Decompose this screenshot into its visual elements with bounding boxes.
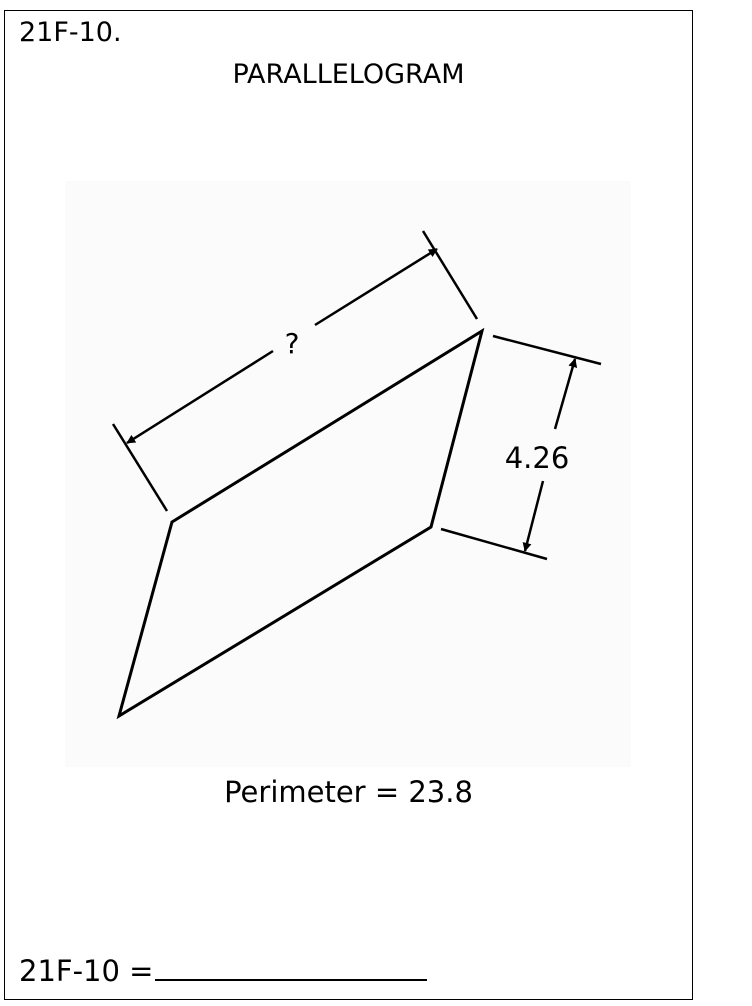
dimension-line-unknown-upper	[314, 247, 438, 327]
figure-title: PARALLELOGRAM	[232, 59, 465, 90]
answer-line: 21F-10 =	[19, 949, 428, 988]
answer-prompt: 21F-10 =	[19, 954, 154, 988]
problem-card: 21F-10. PARALLELOGRAM ? 4.26 Perimeter =…	[4, 10, 693, 1000]
dimension-line-known-upper	[553, 358, 578, 430]
extension-line-top-right	[421, 230, 479, 320]
unknown-side-label: ?	[285, 327, 300, 360]
extension-line-right-bottom	[440, 527, 548, 561]
extension-line-right-top	[492, 334, 602, 366]
parallelogram-figure: ? 4.26	[65, 181, 631, 767]
dimension-line-unknown-lower	[126, 349, 274, 445]
perimeter-given: Perimeter = 23.8	[224, 775, 473, 809]
extension-line-top-left	[111, 423, 169, 512]
problem-id: 21F-10.	[19, 17, 122, 48]
dimension-line-known-lower	[522, 480, 545, 552]
figure-background	[65, 181, 631, 767]
answer-blank[interactable]	[155, 949, 428, 981]
parallelogram-shape	[116, 327, 485, 720]
known-side-label: 4.26	[505, 441, 570, 475]
